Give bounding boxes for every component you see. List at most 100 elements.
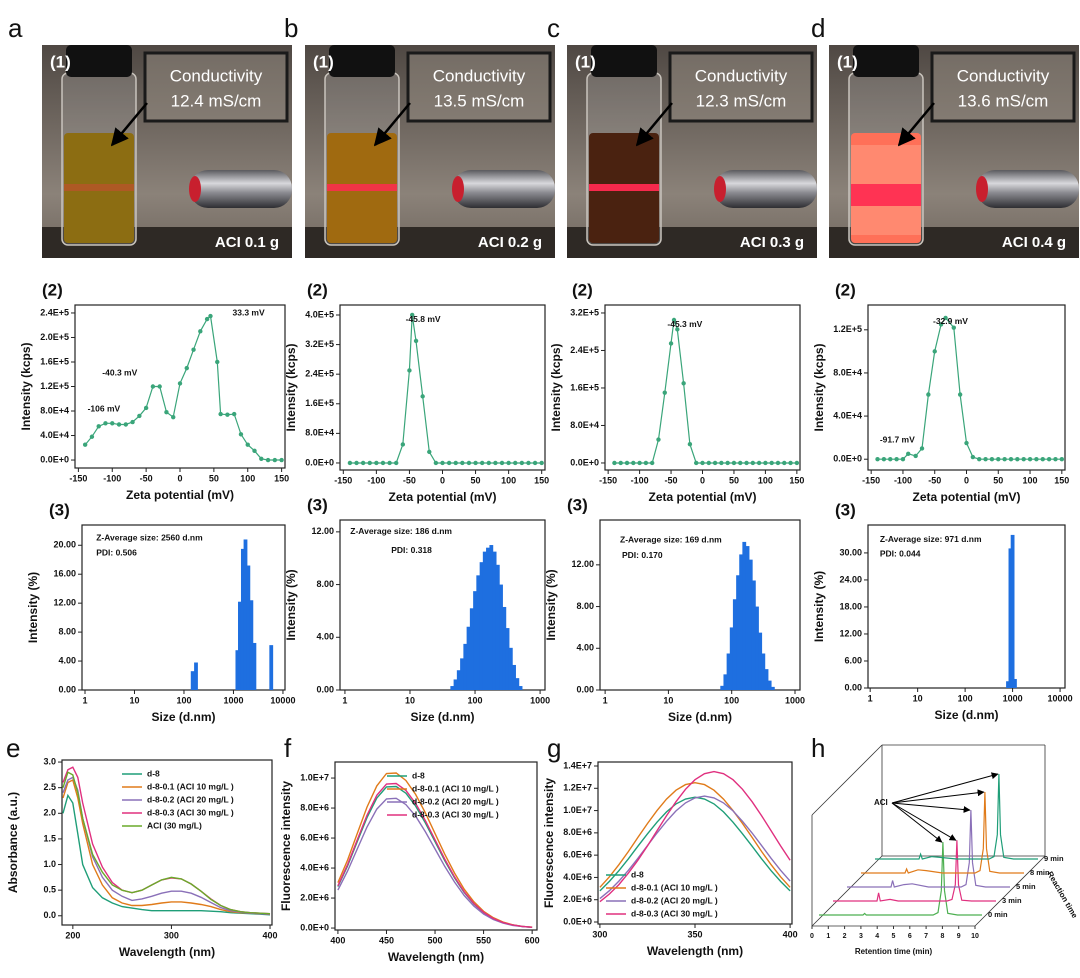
bar	[240, 548, 245, 690]
x-tick-label: 5	[892, 933, 896, 940]
x-tick-label: 7	[924, 933, 928, 940]
x-tick-label: 1000	[1003, 693, 1023, 703]
y-tick-label: 18.00	[839, 601, 862, 611]
data-point	[427, 449, 432, 455]
bar	[720, 685, 725, 690]
annotation: PDI: 0.318	[391, 545, 432, 555]
annotation: Z-Average size: 971 d.nm	[880, 534, 982, 544]
data-point	[374, 460, 379, 466]
photo: (1) Conductivity 13.6 mS/cm ACI 0.4 g	[829, 45, 1079, 258]
data-point	[387, 460, 392, 466]
data-point	[360, 460, 366, 466]
data-point	[367, 460, 372, 466]
annotation: Z-Average size: 2560 d.nm	[96, 532, 203, 542]
plot-frame	[74, 304, 286, 469]
data-point	[473, 460, 478, 466]
data-point	[712, 460, 718, 466]
data-point	[769, 460, 774, 466]
y-tick-label: 3.2E+5	[305, 339, 334, 349]
data-point	[943, 315, 948, 321]
data-point	[394, 460, 399, 466]
y-axis-title: Intensity (%)	[284, 569, 298, 640]
plot-frame	[339, 304, 546, 471]
data-point	[347, 460, 353, 466]
plot-frame	[604, 304, 801, 471]
data-point	[177, 381, 183, 386]
data-point	[513, 460, 518, 466]
bar	[238, 601, 242, 690]
data-point	[649, 460, 655, 466]
data-point	[913, 453, 918, 459]
data-point	[265, 457, 271, 463]
subpanel-label: (3)	[307, 495, 328, 514]
y-tick-label: 8.0E+4	[833, 367, 862, 377]
bar	[732, 599, 737, 690]
data-point	[238, 432, 244, 437]
laser-pointer	[977, 170, 1079, 208]
y-tick-label: 8.0E+6	[563, 827, 592, 837]
bar	[492, 551, 497, 690]
x-tick-label: -100	[894, 475, 912, 485]
data-point	[191, 347, 196, 352]
x-tick-label: -100	[367, 475, 385, 485]
x-axis-title: Wavelength (nm)	[119, 945, 215, 959]
sample-label: ACI 0.4 g	[1002, 234, 1066, 251]
annotation-arrow	[891, 802, 957, 841]
x-axis-title: Zeta potential (mV)	[388, 490, 496, 504]
data-point	[519, 460, 525, 466]
bar	[505, 628, 510, 690]
x-tick-label: 500	[428, 935, 443, 945]
data-point	[1008, 457, 1014, 462]
vial-liquid	[64, 133, 134, 243]
data-point	[681, 381, 686, 386]
data-point	[204, 316, 210, 322]
x-tick-label: 1	[603, 695, 608, 705]
bar	[508, 647, 513, 690]
data-point	[259, 456, 264, 462]
data-point	[446, 460, 452, 466]
y-tick-label: 4.0E+6	[563, 872, 592, 882]
bar	[489, 545, 494, 690]
x-tick-label: 350	[687, 929, 702, 939]
data-point	[875, 457, 880, 462]
x-tick-label: 150	[534, 475, 549, 485]
data-point	[932, 349, 937, 354]
y-tick-label: 12.00	[839, 628, 862, 638]
laser-beam	[327, 184, 397, 191]
annotation: ACI	[874, 798, 888, 807]
annotation: Z-Average size: 169 d.nm	[620, 535, 722, 545]
data-point	[225, 412, 230, 417]
subpanel-label: (3)	[835, 500, 856, 519]
data-point	[245, 442, 250, 447]
bar	[770, 686, 775, 690]
bar	[729, 627, 734, 690]
conductivity-value: 13.5 mS/cm	[434, 91, 525, 110]
y-tick-label: 0.0E+0	[833, 454, 862, 464]
data-point	[413, 338, 419, 344]
bar	[269, 645, 274, 690]
y-tick-label: 12.00	[311, 526, 334, 536]
data-point	[400, 442, 406, 447]
y-tick-label: 3.2E+5	[570, 307, 599, 317]
plot-frame	[61, 759, 273, 926]
y-tick-label: 8.0E+4	[570, 420, 599, 430]
data-point	[738, 460, 743, 466]
y-tick-label: 20.00	[53, 540, 76, 550]
trace	[861, 791, 1024, 874]
y-tick-label: 1.2E+5	[833, 324, 862, 334]
data-point	[919, 446, 925, 451]
x-tick-label: 100	[958, 693, 973, 703]
data-point	[637, 460, 642, 466]
data-point	[96, 424, 101, 429]
data-point	[157, 384, 162, 389]
data-point	[725, 460, 730, 466]
data-point	[1002, 457, 1007, 462]
x-tick-label: 1000	[530, 695, 550, 705]
y-axis-title: Intensity (%)	[544, 569, 558, 640]
x-tick-label: 450	[379, 935, 394, 945]
subpanel-label: (2)	[835, 280, 856, 299]
y-tick-label: 2.0	[43, 808, 56, 818]
data-point	[123, 422, 129, 427]
y-tick-label: 4.0E+4	[40, 430, 69, 440]
